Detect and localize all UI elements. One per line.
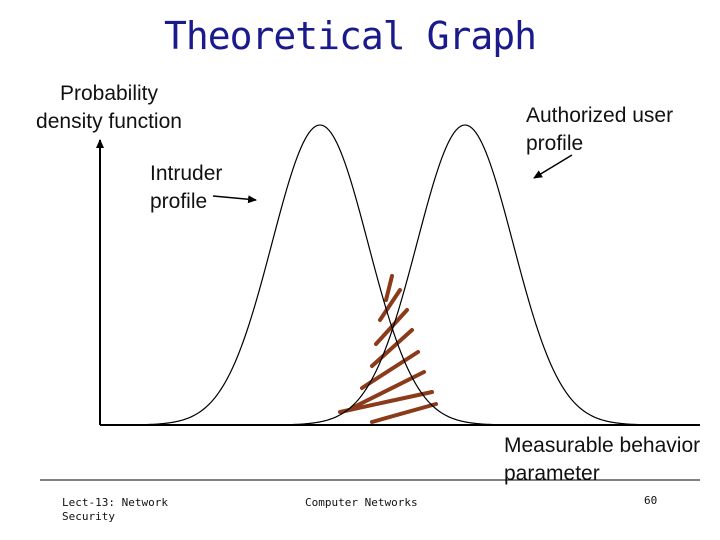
- y-axis-label-text: Probability density function: [36, 82, 182, 133]
- x-axis-label: Measurable behavior parameter: [504, 432, 719, 488]
- authorized-user-label-text: Authorized user profile: [526, 104, 674, 155]
- footer-course: Lect-13: Network Security: [62, 496, 202, 524]
- footer-course-text: Lect-13: Network Security: [62, 496, 168, 523]
- intruder-curve: [134, 124, 500, 426]
- hatch-line: [338, 390, 434, 414]
- intruder-label-text: Intruder profile: [150, 162, 223, 213]
- authorized-user-label: Authorized user profile: [526, 102, 706, 158]
- hatch-line: [384, 274, 394, 302]
- hatch-line: [360, 350, 420, 390]
- x-axis-label-text: Measurable behavior parameter: [504, 434, 701, 485]
- footer-center: Computer Networks: [305, 496, 465, 510]
- hatch-line: [370, 328, 414, 368]
- overlap-hatching: [338, 274, 438, 424]
- authorized-pointer-arrow: [533, 154, 573, 179]
- footer-center-text: Computer Networks: [305, 496, 418, 509]
- y-axis-label: Probability density function: [24, 80, 194, 136]
- page-number-text: 60: [644, 494, 658, 507]
- page-number: 60: [644, 494, 684, 508]
- authorized-user-curve: [279, 124, 665, 426]
- slide-title: Theoretical Graph: [164, 14, 537, 58]
- hatch-line: [378, 288, 402, 322]
- intruder-pointer-arrow: [212, 195, 257, 204]
- intruder-label: Intruder profile: [150, 160, 260, 216]
- hatch-line: [370, 402, 438, 424]
